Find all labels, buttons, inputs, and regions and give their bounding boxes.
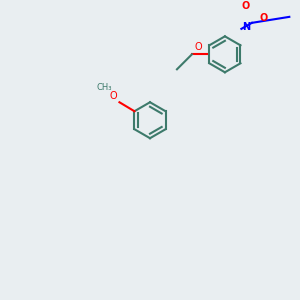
- Text: O: O: [110, 91, 117, 101]
- Text: O: O: [194, 42, 202, 52]
- Text: N: N: [242, 22, 250, 32]
- Text: CH₃: CH₃: [97, 83, 112, 92]
- Text: O: O: [242, 2, 250, 11]
- Text: O: O: [260, 14, 268, 23]
